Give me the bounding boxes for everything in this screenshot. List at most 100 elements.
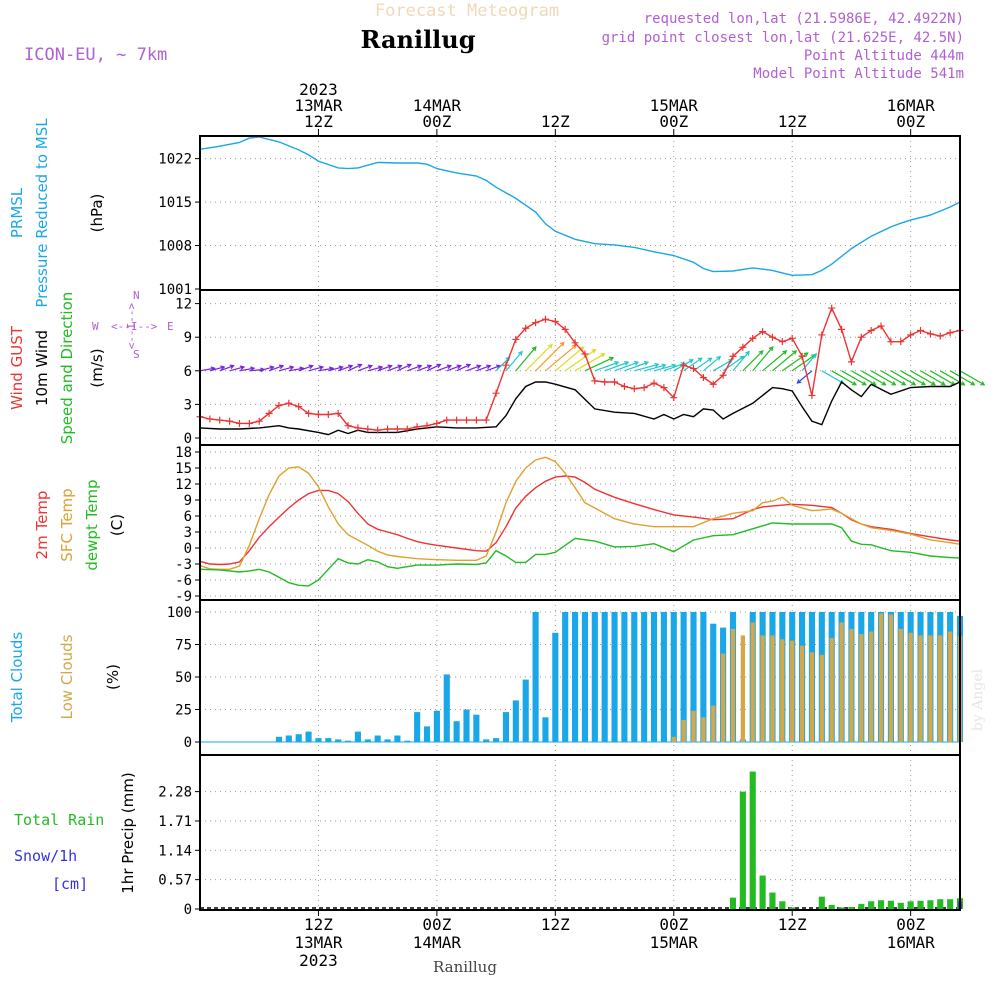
gust-marker <box>650 379 658 387</box>
wind-arrow <box>870 370 896 386</box>
gust-marker <box>532 319 540 327</box>
wind-arrow <box>702 356 721 372</box>
gust-marker <box>847 358 855 366</box>
wind-arrow <box>416 365 432 372</box>
y-tick-label: 6 <box>184 509 192 525</box>
gust-marker <box>887 338 895 346</box>
wind-arrowhead <box>920 381 927 386</box>
gust-marker <box>255 417 263 425</box>
x-label-top: 2023 <box>299 80 338 99</box>
total-cloud-bar <box>562 612 569 742</box>
wind-arrow <box>752 346 774 372</box>
gust-marker <box>344 422 352 430</box>
gust-marker <box>946 329 954 337</box>
precip-side-label: [cm] <box>52 875 88 893</box>
total-cloud-bar <box>384 739 391 742</box>
gust-marker <box>265 409 273 417</box>
y-tick-label: 1.14 <box>158 843 192 859</box>
wind-arrow <box>880 370 906 386</box>
total-cloud-bar <box>591 612 598 742</box>
low-cloud-bar <box>918 635 923 742</box>
total-cloud-bar <box>522 679 529 742</box>
wind-arrow <box>594 361 619 372</box>
gust-marker <box>512 335 520 343</box>
wind-arrow <box>831 370 857 386</box>
rain-bar <box>907 901 914 909</box>
wind-arrowhead <box>758 350 764 355</box>
wind-axis-label: (m/s) <box>88 348 106 387</box>
precip-side-label: Snow/1h <box>14 847 77 865</box>
x-label-top: 13MAR <box>294 96 343 115</box>
wind-arrow <box>841 370 867 386</box>
y-tick-label: 100 <box>167 605 192 621</box>
wind-arrowhead <box>250 366 256 372</box>
temp-sfc-line <box>199 456 961 570</box>
wind-arrowhead <box>728 359 734 364</box>
gust-marker <box>334 409 342 417</box>
y-tick-label: 75 <box>175 638 192 654</box>
wind-arrow <box>949 370 975 386</box>
wind-arrow <box>229 366 245 372</box>
wind-arrowhead <box>803 352 809 357</box>
gust-marker <box>541 315 549 323</box>
y-tick-label: 25 <box>175 703 192 719</box>
compass-south: S <box>133 348 140 361</box>
wind-arrowhead <box>768 346 774 352</box>
wind-arrowhead <box>792 350 798 355</box>
gust-marker <box>601 378 609 386</box>
y-tick-label: 0 <box>184 431 192 447</box>
total-cloud-bar <box>710 623 717 742</box>
wind-arrowhead <box>436 363 442 369</box>
wind-arrowhead <box>367 364 373 370</box>
wind-arrowhead <box>278 364 285 370</box>
wind-arrow <box>663 362 685 372</box>
gust-marker <box>768 333 776 341</box>
wind-arrowhead <box>269 365 275 371</box>
wind-arrow <box>486 365 501 372</box>
y-tick-label: 0 <box>184 541 192 557</box>
gust-marker <box>719 371 727 379</box>
wind-arrow <box>357 365 373 372</box>
total-cloud-bar <box>404 740 411 742</box>
gust-marker <box>295 403 303 411</box>
gust-marker <box>443 416 451 424</box>
wind-arrowhead <box>406 363 412 369</box>
gust-marker <box>522 324 530 332</box>
gust-marker <box>235 419 243 427</box>
wind-arrowhead <box>591 348 597 354</box>
low-cloud-bar <box>750 622 755 742</box>
x-label-top: 00Z <box>896 112 925 131</box>
y-tick-label: 18 <box>175 445 192 461</box>
gust-marker <box>423 422 431 430</box>
wind-arrow <box>466 365 481 372</box>
wind-arrowhead <box>531 346 537 352</box>
x-label-top: 15MAR <box>650 96 699 115</box>
total-cloud-bar <box>532 612 539 742</box>
wind-arrowhead <box>634 361 640 366</box>
low-cloud-bar <box>691 710 696 742</box>
gust-marker <box>403 425 411 433</box>
y-tick-label: 3 <box>184 525 192 541</box>
gust-marker <box>591 377 599 385</box>
wind-arrow <box>900 370 926 386</box>
wind-arrow <box>219 365 234 372</box>
wind-arrowhead <box>239 365 246 371</box>
gust-marker <box>285 399 293 407</box>
gust-marker <box>245 419 253 427</box>
rain-bar <box>877 900 885 909</box>
low-cloud-bar <box>859 634 864 742</box>
wind-arrowhead <box>338 365 344 371</box>
compass-vertical: <--I--> <box>125 302 138 349</box>
gust-marker <box>482 416 490 424</box>
wind-arrow <box>407 365 422 372</box>
wind-arrow <box>495 356 510 372</box>
y-tick-label: 2.28 <box>158 785 192 801</box>
total-cloud-bar <box>394 735 401 742</box>
total-cloud-bar <box>621 612 628 742</box>
rain-bar <box>739 791 746 909</box>
wind-arrowhead <box>716 355 722 361</box>
gust-marker <box>798 352 806 360</box>
total-cloud-bar <box>512 700 519 742</box>
total-cloud-bar <box>305 731 312 742</box>
wind-arrow <box>742 350 764 372</box>
